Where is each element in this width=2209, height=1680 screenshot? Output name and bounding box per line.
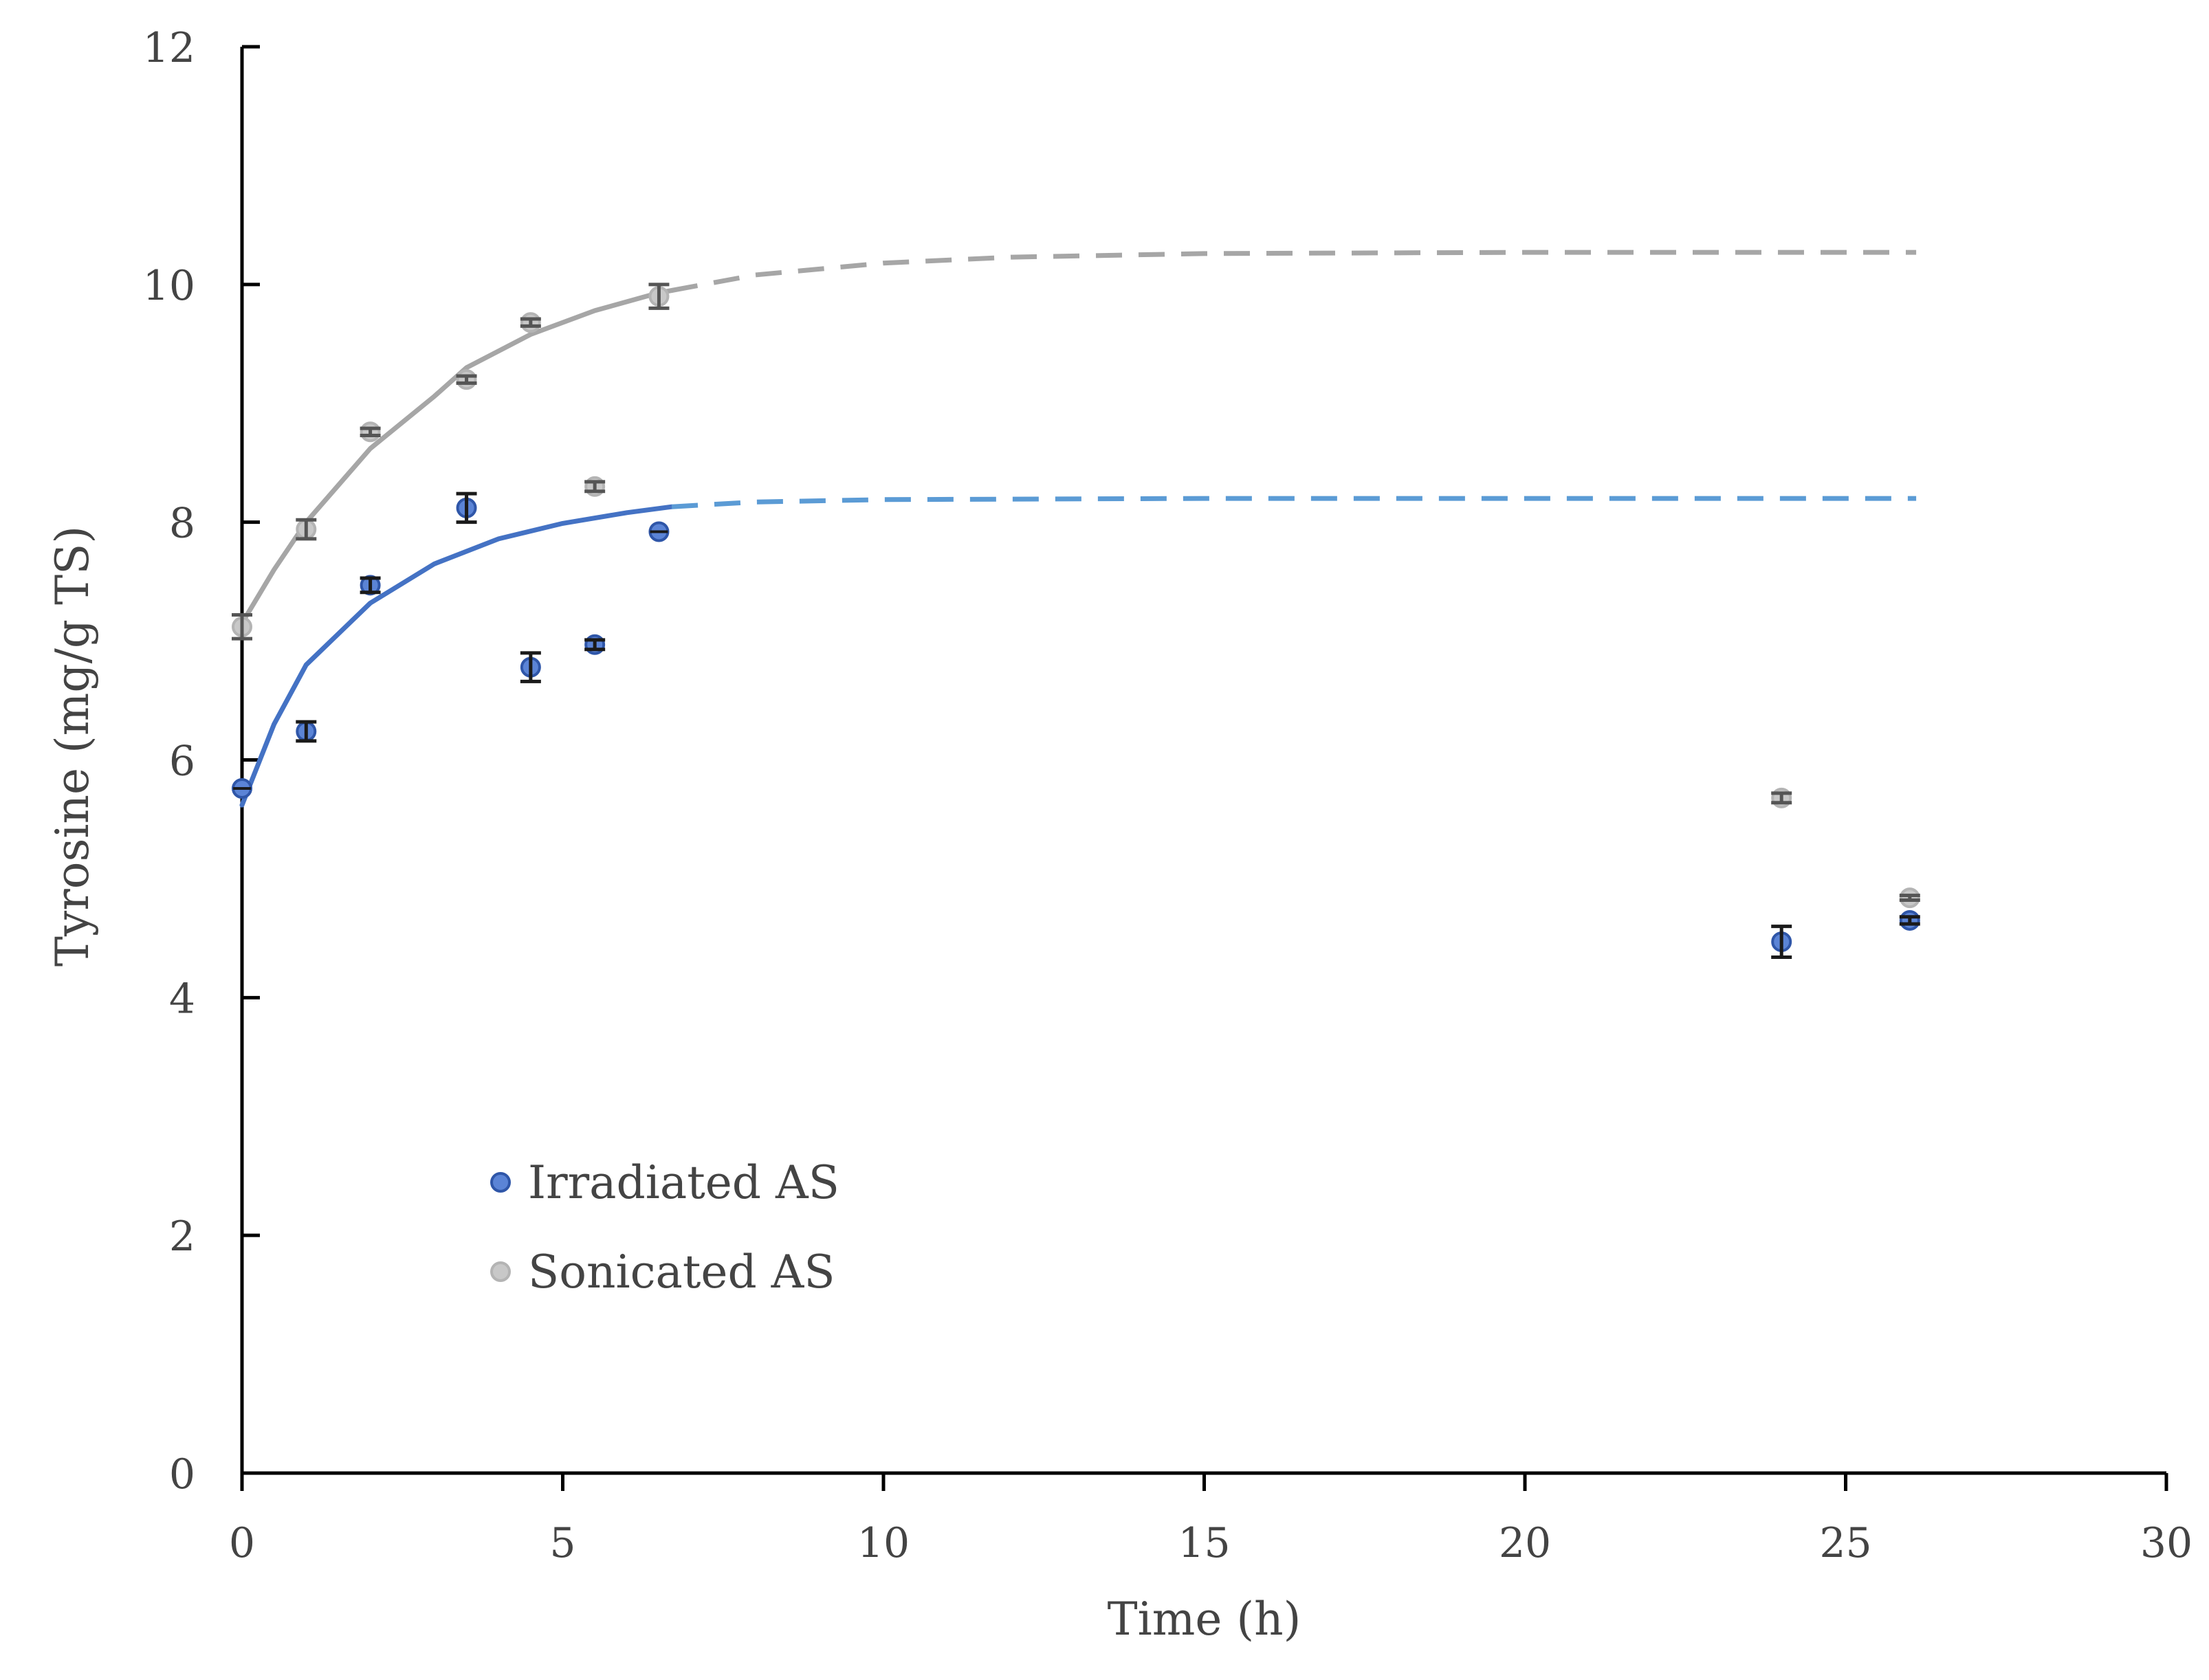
error-bar-sonicated bbox=[1771, 791, 1792, 805]
fit-curve-irradiated bbox=[239, 504, 674, 808]
x-tick-label: 15 bbox=[1178, 1519, 1230, 1567]
axes: 0 5 10 15 20 25 30 0 2 4 6 8 10 12 Time (h) Tyrosine (m… bbox=[46, 24, 2192, 1646]
plot-area bbox=[232, 250, 1920, 960]
legend-entry-sonicated: Sonicated AS bbox=[490, 1246, 835, 1298]
error-bar-irradiated bbox=[1899, 915, 1920, 926]
error-bar-sonicated bbox=[1899, 894, 1920, 903]
y-axis-title: Tyrosine (mg/g TS) bbox=[46, 526, 99, 966]
error-bar-irradiated bbox=[584, 638, 606, 652]
error-bar-sonicated bbox=[456, 374, 477, 385]
legend: Irradiated AS Sonicated AS bbox=[490, 1156, 839, 1298]
x-tick-label: 25 bbox=[1819, 1519, 1871, 1567]
error-bar-sonicated bbox=[648, 283, 670, 310]
error-bar-sonicated bbox=[360, 426, 381, 437]
fit-extrapolation-irradiated bbox=[671, 496, 1917, 509]
y-tick-label: 6 bbox=[169, 738, 195, 786]
fit-extrapolation-sonicated bbox=[671, 250, 1917, 293]
x-tick-label: 10 bbox=[857, 1519, 910, 1567]
legend-marker-sonicated bbox=[490, 1261, 511, 1282]
error-bar-sonicated bbox=[296, 518, 317, 541]
y-tick-label: 10 bbox=[143, 262, 195, 310]
error-bar-irradiated bbox=[296, 720, 317, 743]
y-tick-label: 4 bbox=[169, 975, 195, 1023]
error-bar-irradiated bbox=[1771, 925, 1792, 960]
x-axis-title: Time (h) bbox=[1108, 1593, 1301, 1646]
legend-label-sonicated: Sonicated AS bbox=[528, 1246, 835, 1298]
y-tick-label: 8 bbox=[169, 500, 195, 548]
legend-entry-irradiated: Irradiated AS bbox=[490, 1156, 839, 1209]
error-bar-irradiated bbox=[520, 651, 541, 683]
legend-label-irradiated: Irradiated AS bbox=[528, 1156, 839, 1209]
x-tick-label: 30 bbox=[2140, 1519, 2192, 1567]
x-tick-label: 0 bbox=[229, 1519, 255, 1567]
y-tick-label: 0 bbox=[169, 1450, 195, 1499]
x-tick-label: 20 bbox=[1499, 1519, 1551, 1567]
series-irradiated bbox=[232, 491, 1920, 960]
series-sonicated bbox=[232, 250, 1920, 909]
legend-marker-irradiated bbox=[490, 1172, 511, 1193]
x-tick-label: 5 bbox=[549, 1519, 575, 1567]
y-tick-label: 2 bbox=[169, 1213, 195, 1261]
error-bar-sonicated bbox=[232, 613, 252, 641]
error-bar-sonicated bbox=[584, 480, 606, 494]
error-bar-irradiated bbox=[456, 491, 477, 524]
fit-curve-sonicated bbox=[239, 288, 674, 626]
error-bar-irradiated bbox=[360, 576, 381, 595]
y-tick-label: 12 bbox=[143, 24, 195, 72]
error-bar-sonicated bbox=[520, 317, 541, 328]
